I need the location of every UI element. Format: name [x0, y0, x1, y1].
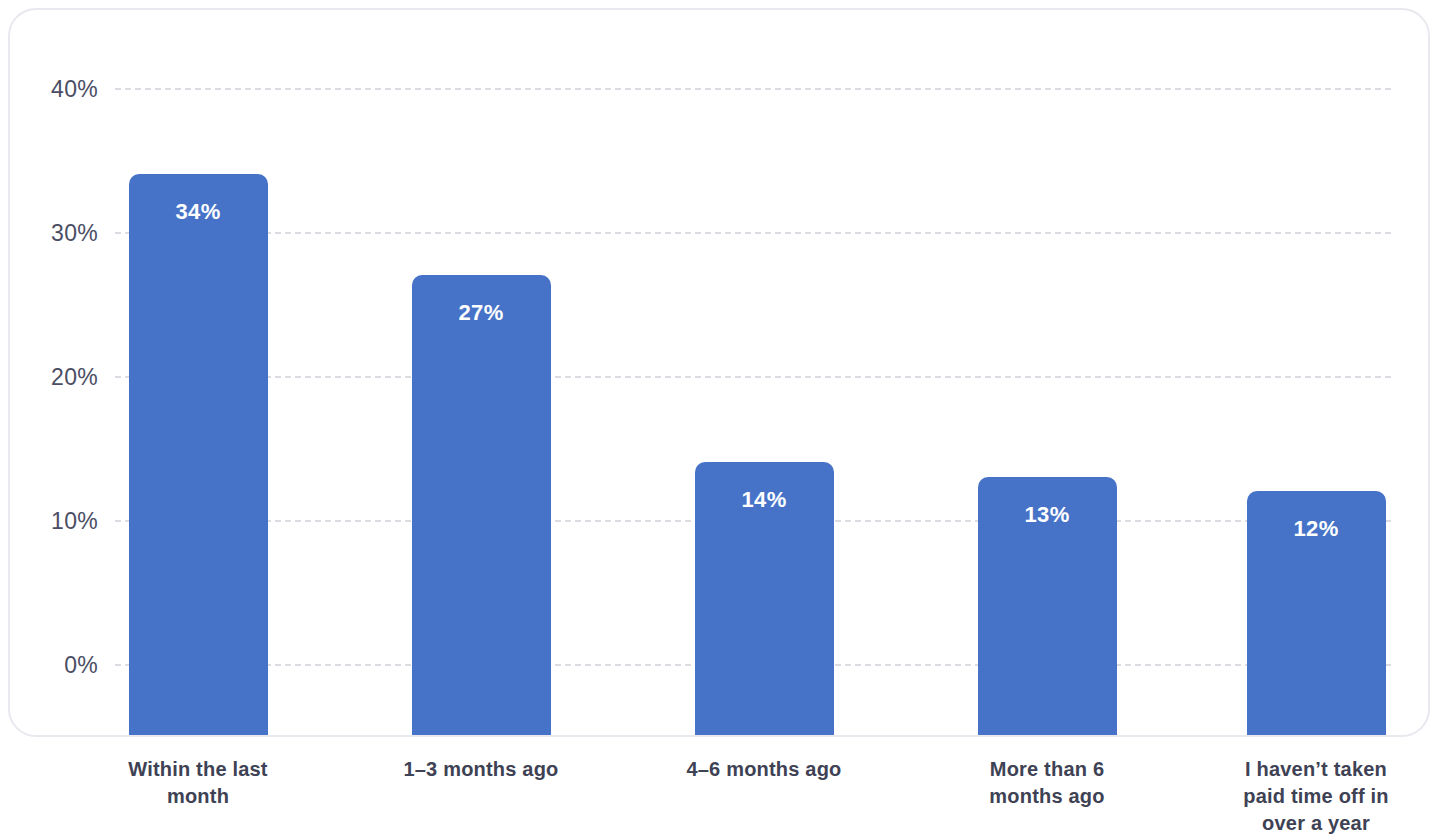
bar-2: 27%: [412, 275, 551, 735]
x-axis-label-1: Within the last month: [83, 756, 313, 810]
bar-3: 14%: [695, 462, 834, 735]
bar-value-label: 14%: [695, 462, 834, 513]
bar-1: 34%: [129, 174, 268, 735]
y-axis-label-0: 0%: [10, 652, 98, 679]
gridline-20: [115, 376, 1391, 378]
x-axis-label-4: More than 6 months ago: [932, 756, 1162, 810]
bar-5: 12%: [1247, 491, 1386, 735]
chart-stage: 0% 10% 20% 30% 40% 34% 27% 14% 13% 12% Within the…: [0, 0, 1440, 840]
bar-value-label: 34%: [129, 174, 268, 225]
plot-area: 0% 10% 20% 30% 40% 34% 27% 14% 13% 12%: [10, 10, 1428, 735]
x-axis-label-5: I haven’t taken paid time off in over a …: [1201, 756, 1431, 837]
bar-4: 13%: [978, 477, 1117, 735]
chart-card: 0% 10% 20% 30% 40% 34% 27% 14% 13% 12%: [8, 8, 1430, 737]
y-axis-label-30: 30%: [10, 220, 98, 247]
y-axis-label-10: 10%: [10, 508, 98, 535]
x-axis-label-3: 4–6 months ago: [649, 756, 879, 783]
y-axis-label-40: 40%: [10, 76, 98, 103]
bar-value-label: 12%: [1247, 491, 1386, 542]
x-axis-label-2: 1–3 months ago: [366, 756, 596, 783]
y-axis-label-20: 20%: [10, 364, 98, 391]
bar-value-label: 13%: [978, 477, 1117, 528]
gridline-30: [115, 232, 1391, 234]
bar-value-label: 27%: [412, 275, 551, 326]
gridline-40: [115, 88, 1391, 90]
